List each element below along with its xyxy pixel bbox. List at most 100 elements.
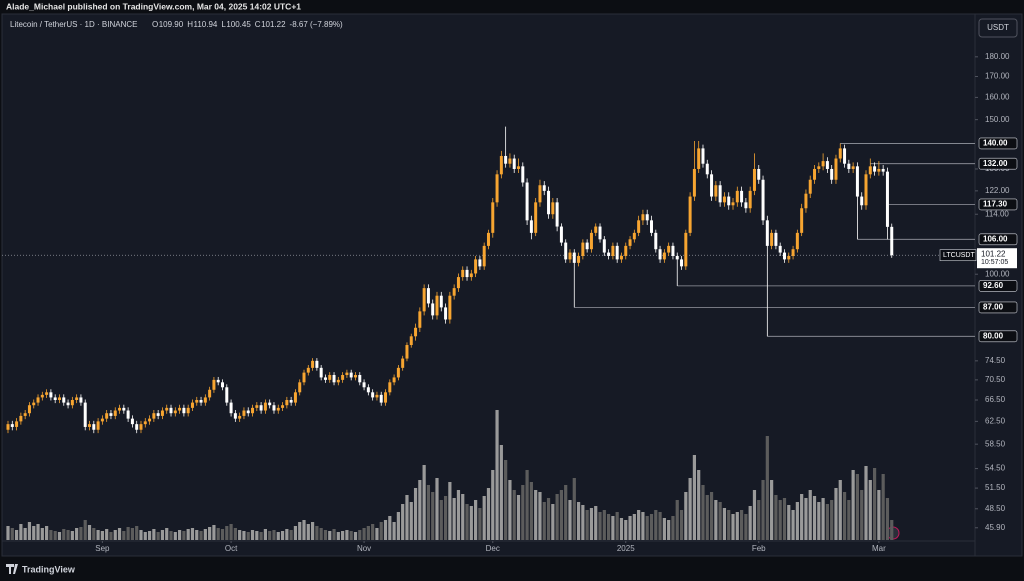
candle-body <box>401 358 405 368</box>
candle-body <box>821 161 825 167</box>
volume-bar <box>872 468 877 540</box>
candle-body <box>838 148 842 159</box>
candle-body <box>57 397 61 400</box>
candle-body <box>551 202 555 215</box>
volume-bar <box>371 524 375 540</box>
candle-body <box>581 242 585 256</box>
volume-bar <box>426 485 431 540</box>
candle-body <box>139 424 143 430</box>
volume-bar <box>195 530 199 540</box>
volume-bar <box>105 529 109 540</box>
volume-bar <box>474 500 478 540</box>
volume-bar <box>293 526 298 540</box>
volume-bar <box>752 490 757 540</box>
volume-bar <box>10 528 14 540</box>
volume-bar <box>14 530 19 540</box>
candle-body <box>353 375 357 378</box>
candle-body <box>813 168 817 180</box>
candle-body <box>100 418 104 422</box>
candle-body <box>469 273 473 278</box>
volume-bar <box>280 531 285 540</box>
volume-bar <box>135 526 139 540</box>
candle-body <box>752 168 756 191</box>
candle-body <box>602 239 606 253</box>
candle-body <box>418 311 422 328</box>
candle-body <box>456 277 460 289</box>
volume-bar <box>542 502 546 540</box>
candle-body <box>804 193 808 209</box>
volume-bar <box>821 498 825 540</box>
volume-bar <box>860 490 864 540</box>
chart-panel <box>1 13 1023 557</box>
volume-bar <box>87 525 92 540</box>
volume-bar <box>495 410 499 540</box>
volume-bar <box>654 510 658 540</box>
candle-body <box>233 413 237 419</box>
candle-body <box>225 387 229 403</box>
volume-bar <box>881 474 885 540</box>
candle-body <box>632 232 636 240</box>
candle-body <box>589 232 593 250</box>
candle-body <box>23 413 27 416</box>
candle-body <box>289 399 293 403</box>
volume-bar <box>757 500 761 540</box>
volume-bar <box>23 528 27 540</box>
candle-body <box>508 158 512 164</box>
currency-button[interactable] <box>978 18 1018 38</box>
candle-body <box>607 252 611 256</box>
countdown: 10:57:05 <box>981 259 1008 266</box>
volume-bar <box>182 531 186 540</box>
legend-key: H <box>187 20 193 29</box>
volume-bar <box>388 516 392 540</box>
level-box <box>978 137 1018 150</box>
candle-body <box>36 397 40 403</box>
candle-body <box>319 367 323 378</box>
candle-body <box>49 392 53 398</box>
volume-bar <box>589 508 594 540</box>
candle-body <box>645 214 649 221</box>
candle-body <box>96 421 100 430</box>
volume-bar <box>581 505 585 540</box>
volume-bar <box>443 496 448 540</box>
currency[interactable]: USDT <box>987 23 1009 32</box>
volume-bar <box>147 531 152 540</box>
volume-bar <box>456 490 461 540</box>
volume-bar <box>512 490 516 540</box>
volume-bar <box>649 514 654 540</box>
volume-bar <box>722 508 727 540</box>
volume-bar <box>6 526 10 540</box>
volume-bar <box>478 508 482 540</box>
candle-body <box>444 307 448 320</box>
volume-bar <box>598 512 602 540</box>
brand: TradingView <box>22 564 76 574</box>
volume-bar <box>62 529 66 540</box>
candle-body <box>366 387 370 393</box>
candle-body <box>135 424 139 430</box>
candle-body <box>323 377 327 380</box>
candle-body <box>847 163 851 169</box>
volume-bar <box>658 512 662 540</box>
candle-body <box>538 185 542 203</box>
candle-body <box>637 220 641 233</box>
candle-body <box>422 288 426 312</box>
y-tick-label: 100.00 <box>985 269 1010 278</box>
candle-body <box>529 220 533 233</box>
volume-bar <box>667 520 671 540</box>
volume-bar <box>49 530 53 540</box>
candle-body <box>782 252 786 260</box>
brand-logo <box>6 564 18 574</box>
volume-bar <box>53 531 57 540</box>
legend-key: O <box>152 20 158 29</box>
x-tick-label: Feb <box>752 544 766 553</box>
candle-body <box>697 148 701 169</box>
volume-bar <box>152 529 156 540</box>
volume-bar <box>461 494 465 540</box>
candle-body <box>624 245 628 256</box>
volume-bar <box>199 531 203 540</box>
volume-bar <box>233 528 237 540</box>
candle-body <box>555 202 559 227</box>
volume-bar <box>731 514 735 540</box>
candle-body <box>178 407 182 411</box>
candle-body <box>714 185 718 197</box>
candle-body <box>328 375 332 380</box>
